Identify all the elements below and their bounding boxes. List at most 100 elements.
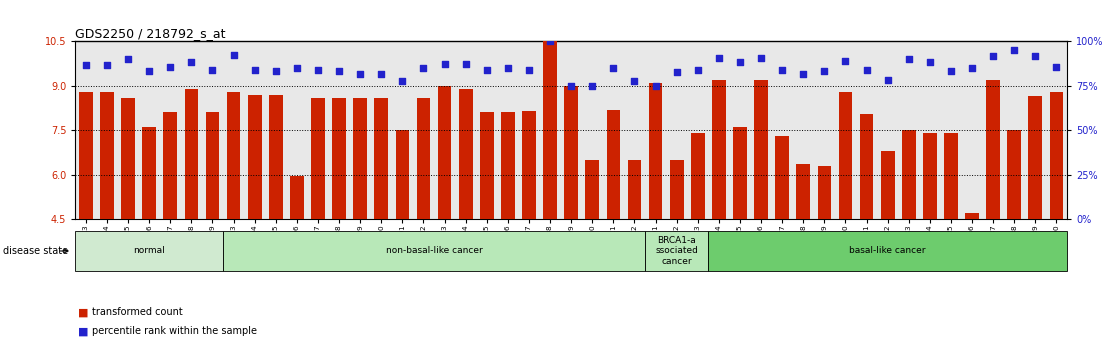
Bar [818, 166, 831, 219]
Point [879, 77, 896, 83]
Point [773, 67, 791, 72]
Bar [648, 83, 663, 219]
Bar [564, 86, 578, 219]
Bar [375, 98, 388, 219]
Point [499, 65, 516, 71]
Bar [396, 130, 409, 219]
Point [309, 67, 327, 72]
Point [689, 67, 707, 72]
Text: GDS2250 / 218792_s_at: GDS2250 / 218792_s_at [75, 27, 226, 40]
Bar [839, 92, 852, 219]
Point [963, 65, 981, 71]
Bar [79, 92, 93, 219]
Point [731, 59, 749, 65]
Point [1026, 53, 1044, 59]
Bar [733, 127, 747, 219]
Bar [206, 112, 219, 219]
Point [351, 71, 369, 77]
Bar [902, 130, 915, 219]
Bar [248, 95, 261, 219]
Text: BRCA1-a
ssociated
cancer: BRCA1-a ssociated cancer [655, 236, 698, 266]
Point [626, 79, 644, 84]
Bar [606, 109, 620, 219]
Bar [585, 160, 599, 219]
Bar [164, 112, 177, 219]
Bar [691, 133, 705, 219]
Point [942, 68, 960, 74]
Bar [185, 89, 198, 219]
Point [478, 67, 495, 72]
Point [668, 70, 686, 75]
Point [605, 65, 623, 71]
Point [393, 79, 411, 84]
Point [267, 68, 285, 74]
Bar [944, 133, 957, 219]
Point [78, 62, 95, 68]
Point [541, 39, 558, 44]
Point [288, 65, 306, 71]
Bar [712, 80, 726, 219]
Text: ■: ■ [78, 307, 88, 317]
Bar [1007, 130, 1022, 219]
Bar [269, 95, 283, 219]
Bar [755, 80, 768, 219]
Text: disease state: disease state [3, 246, 69, 256]
Point [372, 71, 390, 77]
Point [921, 59, 938, 65]
Bar [480, 112, 494, 219]
Point [837, 58, 854, 63]
Point [900, 57, 917, 62]
Text: non-basal-like cancer: non-basal-like cancer [386, 246, 482, 256]
Text: ■: ■ [78, 326, 88, 336]
Text: normal: normal [133, 246, 165, 256]
Bar [627, 160, 642, 219]
Point [794, 71, 812, 77]
Point [414, 65, 432, 71]
Point [141, 68, 158, 74]
Point [183, 59, 201, 65]
Bar [923, 133, 936, 219]
Bar [290, 176, 304, 219]
Bar [311, 98, 325, 219]
Bar [332, 98, 346, 219]
Point [330, 68, 348, 74]
Point [456, 61, 474, 66]
Point [984, 53, 1002, 59]
Bar [438, 86, 451, 219]
Point [562, 83, 581, 89]
Bar [986, 80, 1001, 219]
Bar [670, 160, 684, 219]
Bar [121, 98, 135, 219]
Bar [1028, 96, 1043, 219]
Bar [501, 112, 515, 219]
Point [584, 83, 602, 89]
Point [435, 61, 453, 66]
Point [162, 64, 179, 69]
Point [246, 67, 264, 72]
Point [752, 55, 770, 60]
Bar [522, 111, 536, 219]
Bar [881, 151, 894, 219]
Bar [797, 164, 810, 219]
Bar [353, 98, 367, 219]
Point [204, 67, 222, 72]
Point [1047, 64, 1065, 69]
Text: transformed count: transformed count [92, 307, 183, 317]
Bar [543, 41, 557, 219]
Bar [459, 89, 472, 219]
Bar [860, 114, 873, 219]
Point [225, 52, 243, 58]
Bar [142, 127, 156, 219]
Bar [1049, 92, 1064, 219]
Bar [227, 92, 240, 219]
Text: percentile rank within the sample: percentile rank within the sample [92, 326, 257, 336]
Bar [965, 213, 978, 219]
Bar [100, 92, 114, 219]
Bar [417, 98, 430, 219]
Point [815, 68, 833, 74]
Point [120, 57, 137, 62]
Point [647, 83, 665, 89]
Point [710, 55, 728, 60]
Point [1005, 48, 1023, 53]
Point [520, 67, 537, 72]
